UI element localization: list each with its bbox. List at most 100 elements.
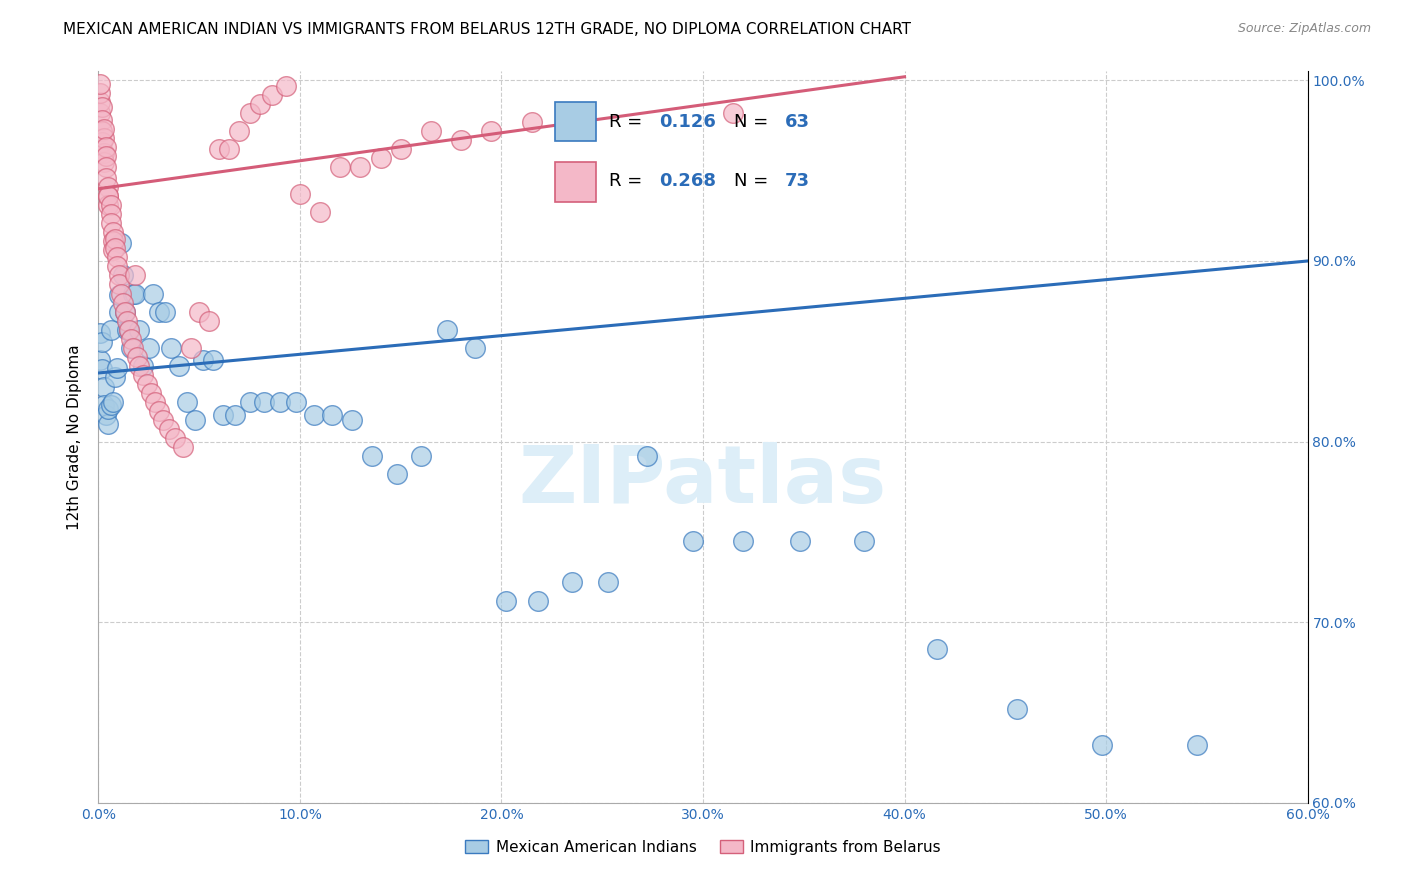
Point bbox=[124, 268, 146, 283]
Point bbox=[302, 408, 325, 422]
Point bbox=[135, 376, 157, 391]
Point bbox=[184, 413, 207, 427]
Point bbox=[148, 404, 170, 418]
Point bbox=[274, 78, 297, 93]
Text: MEXICAN AMERICAN INDIAN VS IMMIGRANTS FROM BELARUS 12TH GRADE, NO DIPLOMA CORREL: MEXICAN AMERICAN INDIAN VS IMMIGRANTS FR… bbox=[63, 22, 911, 37]
Point bbox=[409, 449, 432, 463]
Point bbox=[224, 408, 246, 422]
Point bbox=[188, 304, 211, 318]
Y-axis label: 12th Grade, No Diploma: 12th Grade, No Diploma bbox=[67, 344, 83, 530]
Point bbox=[91, 135, 114, 149]
Point bbox=[853, 533, 876, 548]
Point bbox=[100, 207, 122, 221]
Point bbox=[89, 326, 111, 341]
Point bbox=[180, 341, 202, 355]
Point bbox=[370, 151, 392, 165]
Point bbox=[97, 402, 120, 417]
Point bbox=[121, 286, 143, 301]
Point bbox=[239, 395, 262, 409]
Point bbox=[481, 124, 503, 138]
Point bbox=[321, 408, 343, 422]
Point bbox=[93, 399, 115, 413]
Point bbox=[160, 341, 183, 355]
Point bbox=[288, 187, 311, 202]
Point bbox=[100, 399, 122, 413]
Point bbox=[115, 323, 138, 337]
Point bbox=[152, 413, 174, 427]
Point bbox=[143, 395, 166, 409]
Point bbox=[132, 359, 155, 373]
Point bbox=[249, 96, 271, 111]
Point bbox=[93, 154, 115, 169]
Point bbox=[101, 243, 124, 257]
Point bbox=[172, 440, 194, 454]
Point bbox=[111, 268, 134, 283]
Point bbox=[105, 260, 128, 274]
Point bbox=[329, 160, 352, 174]
Point bbox=[93, 122, 115, 136]
Point bbox=[269, 395, 291, 409]
Point bbox=[110, 286, 132, 301]
Point bbox=[1185, 738, 1208, 752]
Point bbox=[115, 313, 138, 327]
Point bbox=[495, 593, 517, 607]
Point bbox=[309, 205, 332, 219]
Point bbox=[96, 140, 118, 154]
Point bbox=[389, 142, 412, 156]
Point bbox=[110, 235, 132, 250]
Point bbox=[91, 335, 114, 350]
Point bbox=[107, 304, 129, 318]
Point bbox=[157, 422, 180, 436]
Text: Source: ZipAtlas.com: Source: ZipAtlas.com bbox=[1237, 22, 1371, 36]
Point bbox=[142, 286, 165, 301]
Point bbox=[253, 395, 276, 409]
Point bbox=[925, 642, 948, 657]
Point bbox=[128, 359, 150, 373]
Point bbox=[163, 431, 186, 445]
Point bbox=[260, 87, 283, 102]
Point bbox=[121, 341, 143, 355]
Point bbox=[733, 533, 755, 548]
Point bbox=[93, 131, 115, 145]
Point bbox=[91, 362, 114, 376]
Point bbox=[420, 124, 443, 138]
Point bbox=[138, 341, 160, 355]
Point bbox=[101, 234, 124, 248]
Point bbox=[450, 133, 472, 147]
Point bbox=[91, 100, 114, 114]
Point bbox=[139, 385, 162, 400]
Point bbox=[120, 341, 142, 355]
Point bbox=[1007, 702, 1029, 716]
Point bbox=[97, 198, 120, 212]
Point bbox=[105, 360, 128, 375]
Point bbox=[101, 225, 124, 239]
Point bbox=[91, 124, 114, 138]
Point bbox=[111, 295, 134, 310]
Point bbox=[153, 304, 176, 318]
Point bbox=[89, 95, 111, 109]
Point bbox=[89, 353, 111, 368]
Point bbox=[239, 106, 262, 120]
Point bbox=[361, 449, 384, 463]
Point bbox=[228, 124, 250, 138]
Point bbox=[436, 323, 458, 337]
Point bbox=[114, 304, 136, 318]
Point bbox=[218, 142, 240, 156]
Point bbox=[96, 170, 118, 185]
Point bbox=[464, 341, 486, 355]
Point bbox=[385, 467, 408, 482]
Point bbox=[89, 145, 111, 160]
Point bbox=[97, 189, 120, 203]
Point bbox=[93, 145, 115, 160]
Point bbox=[342, 413, 364, 427]
Point bbox=[284, 395, 307, 409]
Point bbox=[97, 180, 120, 194]
Point bbox=[561, 575, 583, 590]
Point bbox=[167, 359, 190, 373]
Point bbox=[118, 323, 141, 337]
Point bbox=[208, 142, 231, 156]
Point bbox=[202, 353, 225, 368]
Point bbox=[198, 313, 221, 327]
Point bbox=[96, 160, 118, 174]
Point bbox=[89, 86, 111, 100]
